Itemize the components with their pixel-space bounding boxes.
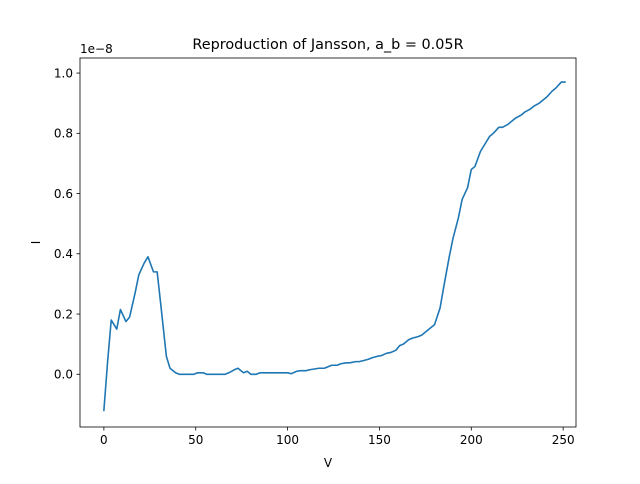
- x-tick-label: 250: [552, 433, 575, 447]
- x-axis-label: V: [324, 456, 333, 470]
- x-axis: 0 50 100 150 200 250: [100, 427, 575, 447]
- x-tick-label: 200: [460, 433, 483, 447]
- y-tick-label: 0.0: [54, 368, 73, 382]
- y-axis-label: I: [29, 241, 43, 245]
- y-tick-label: 0.2: [54, 307, 73, 321]
- x-tick-label: 100: [276, 433, 299, 447]
- chart-title: Reproduction of Jansson, a_b = 0.05R: [192, 37, 463, 53]
- y-axis: 0.0 0.2 0.4 0.6 0.8 1.0: [54, 66, 80, 382]
- y-tick-label: 0.8: [54, 127, 73, 141]
- plot-area: [79, 57, 577, 428]
- y-tick-label: 0.6: [54, 187, 73, 201]
- series-layer: [103, 81, 566, 412]
- y-tick-label: 0.4: [54, 247, 73, 261]
- x-tick-label: 0: [100, 433, 108, 447]
- x-tick-label: 150: [368, 433, 391, 447]
- y-tick-label: 1.0: [54, 66, 73, 80]
- axes-frame: [79, 57, 577, 428]
- y-axis-offset-text: 1e−8: [80, 42, 113, 56]
- x-tick-label: 50: [188, 433, 203, 447]
- series-line-0: [103, 81, 566, 412]
